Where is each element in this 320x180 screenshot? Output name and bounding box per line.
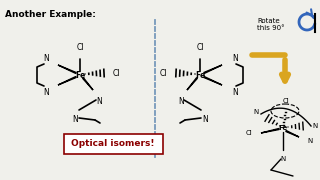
Text: N: N — [43, 87, 49, 96]
Text: Another Example:: Another Example: — [5, 10, 96, 19]
Text: Cl: Cl — [283, 98, 289, 104]
Text: Fe: Fe — [75, 71, 85, 80]
Text: N: N — [280, 156, 286, 162]
Text: Cl: Cl — [76, 43, 84, 52]
Polygon shape — [204, 65, 222, 73]
Polygon shape — [187, 78, 197, 90]
Text: N: N — [254, 109, 259, 115]
Text: N: N — [307, 138, 312, 144]
Text: Fe: Fe — [195, 71, 205, 80]
Polygon shape — [204, 76, 222, 85]
Polygon shape — [286, 130, 299, 137]
Polygon shape — [261, 129, 279, 133]
Polygon shape — [83, 78, 93, 90]
Text: N: N — [202, 115, 208, 124]
Text: N: N — [312, 123, 317, 129]
Text: Cl: Cl — [113, 69, 121, 78]
Text: Fe: Fe — [278, 125, 288, 131]
Text: N: N — [232, 53, 238, 62]
Text: N: N — [72, 115, 78, 124]
FancyBboxPatch shape — [63, 134, 163, 154]
Text: N: N — [232, 87, 238, 96]
Text: Cl: Cl — [159, 69, 167, 78]
Polygon shape — [58, 76, 76, 85]
Polygon shape — [58, 65, 76, 73]
Text: Optical isomers!: Optical isomers! — [71, 139, 155, 148]
Text: Rotate
this 90°: Rotate this 90° — [257, 18, 284, 31]
Text: Cl: Cl — [245, 130, 252, 136]
Text: Cl: Cl — [196, 43, 204, 52]
Text: N: N — [178, 97, 184, 106]
Text: N: N — [43, 53, 49, 62]
Text: N: N — [96, 97, 102, 106]
